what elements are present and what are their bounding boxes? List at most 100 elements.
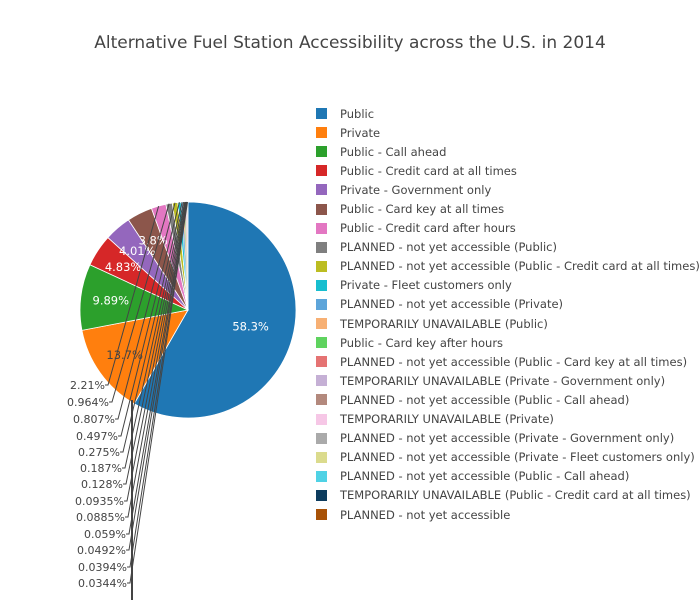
- legend-item[interactable]: PLANNED - not yet accessible (Private - …: [316, 448, 700, 467]
- legend-label: Private: [340, 125, 381, 140]
- legend-item[interactable]: PLANNED - not yet accessible (Private - …: [316, 429, 700, 448]
- legend-label: Public - Card key after hours: [340, 335, 504, 350]
- label-leader-line: [122, 201, 185, 469]
- pie-slices: [79, 201, 297, 419]
- legend-label: PLANNED - not yet accessible (Public - C…: [340, 469, 630, 484]
- slice-label: 9.89%: [93, 294, 130, 308]
- legend-swatch: [316, 127, 327, 139]
- legend-item[interactable]: Public - Credit card at all times: [316, 161, 700, 180]
- legend-label: PLANNED - not yet accessible (Public - C…: [340, 259, 700, 274]
- slice-label-outside: 0.964%: [67, 396, 109, 409]
- legend-item[interactable]: Public: [316, 104, 700, 123]
- legend-label: Public - Call ahead: [340, 144, 447, 159]
- legend-label: PLANNED - not yet accessible: [340, 507, 511, 522]
- legend-label: Private - Fleet customers only: [340, 278, 512, 293]
- slice-label: 3.8%: [139, 234, 168, 248]
- legend-item[interactable]: PLANNED - not yet accessible (Private): [316, 295, 700, 314]
- legend-item[interactable]: Public - Call ahead: [316, 142, 700, 161]
- legend-swatch: [316, 489, 327, 501]
- legend-label: PLANNED - not yet accessible (Public): [340, 240, 557, 255]
- slice-label-outside: 2.21%: [70, 379, 105, 392]
- legend-item[interactable]: TEMPORARILY UNAVAILABLE (Public - Credit…: [316, 486, 700, 505]
- legend-label: TEMPORARILY UNAVAILABLE (Private - Gover…: [340, 373, 666, 388]
- label-leader-line: [120, 202, 183, 453]
- legend-item[interactable]: TEMPORARILY UNAVAILABLE (Private): [316, 410, 700, 429]
- slice-label-outside: 0.0935%: [75, 495, 124, 508]
- label-leader-line: [123, 201, 186, 485]
- legend-swatch: [316, 337, 327, 349]
- legend-label: Public - Credit card after hours: [340, 221, 516, 236]
- legend-item[interactable]: TEMPORARILY UNAVAILABLE (Public): [316, 314, 700, 333]
- legend-label: PLANNED - not yet accessible (Public - C…: [340, 354, 688, 369]
- legend-label: TEMPORARILY UNAVAILABLE (Public - Credit…: [340, 488, 691, 503]
- legend-item[interactable]: PLANNED - not yet accessible (Public - C…: [316, 257, 700, 276]
- legend-swatch: [316, 203, 327, 215]
- legend-item[interactable]: Private: [316, 123, 700, 142]
- label-leader-line: [127, 201, 188, 584]
- legend: Public Private Public - Call ahead Public -…: [316, 104, 700, 524]
- label-leader-line: [109, 203, 170, 403]
- legend-item[interactable]: Public - Credit card after hours: [316, 219, 700, 238]
- inside-labels: 58.3%13.7%9.89%4.83%4.01%3.8%: [93, 234, 269, 363]
- slice-label-outside: 0.807%: [73, 413, 115, 426]
- label-leader-line: [127, 201, 188, 568]
- legend-item[interactable]: PLANNED - not yet accessible (Public - C…: [316, 390, 700, 409]
- legend-label: PLANNED - not yet accessible (Private - …: [340, 431, 675, 446]
- label-leader-line: [105, 205, 160, 386]
- legend-item[interactable]: Public - Card key at all times: [316, 199, 700, 218]
- legend-swatch: [316, 394, 327, 406]
- label-leader-line: [118, 202, 180, 437]
- slice-label-outside: 0.0492%: [77, 544, 126, 557]
- chart-title: Alternative Fuel Station Accessibility a…: [94, 33, 606, 53]
- legend-swatch: [316, 509, 327, 521]
- legend-swatch: [316, 222, 327, 234]
- label-leader-line: [115, 202, 176, 420]
- pie-slice: [133, 201, 297, 419]
- legend-label: TEMPORARILY UNAVAILABLE (Private): [340, 412, 554, 427]
- legend-swatch: [316, 451, 327, 463]
- slice-label: 4.83%: [105, 260, 142, 274]
- legend-label: Private - Government only: [340, 182, 492, 197]
- slice-label-outside: 0.187%: [80, 462, 122, 475]
- legend-label: PLANNED - not yet accessible (Public - C…: [340, 392, 630, 407]
- legend-swatch: [316, 108, 327, 120]
- legend-label: TEMPORARILY UNAVAILABLE (Public): [340, 316, 548, 331]
- legend-swatch: [316, 184, 327, 196]
- legend-item[interactable]: Private - Fleet customers only: [316, 276, 700, 295]
- slice-label-outside: 0.0344%: [78, 577, 127, 590]
- slice-label-outside: 0.059%: [84, 528, 126, 541]
- outside-labels: 2.21% 0.964% 0.807% 0.497% 0.275% 0.187% 0.128…: [67, 201, 188, 600]
- legend-label: Public - Card key at all times: [340, 202, 505, 217]
- legend-item[interactable]: Private - Government only: [316, 180, 700, 199]
- legend-swatch: [316, 241, 327, 253]
- legend-item[interactable]: PLANNED - not yet accessible: [316, 505, 700, 524]
- legend-swatch: [316, 470, 327, 482]
- legend-label: PLANNED - not yet accessible (Private): [340, 297, 564, 312]
- label-leader-line: [125, 201, 187, 518]
- slice-label-outside: 0.497%: [76, 430, 118, 443]
- label-leader-line: [126, 201, 188, 551]
- legend-item[interactable]: PLANNED - not yet accessible (Public - C…: [316, 467, 700, 486]
- label-leader-line: [124, 201, 186, 502]
- legend-swatch: [316, 432, 327, 444]
- legend-item[interactable]: PLANNED - not yet accessible (Public): [316, 238, 700, 257]
- slice-label-outside: 0.0394%: [78, 561, 127, 574]
- legend-label: Public: [340, 106, 375, 121]
- label-leader-line: [126, 201, 188, 535]
- legend-swatch: [316, 298, 327, 310]
- legend-item[interactable]: TEMPORARILY UNAVAILABLE (Private - Gover…: [316, 371, 700, 390]
- legend-label: Public - Credit card at all times: [340, 163, 517, 178]
- legend-swatch: [316, 146, 327, 158]
- legend-swatch: [316, 318, 327, 330]
- legend-item[interactable]: PLANNED - not yet accessible (Public - C…: [316, 352, 700, 371]
- legend-swatch: [316, 260, 327, 272]
- legend-label: PLANNED - not yet accessible (Private - …: [340, 450, 695, 465]
- legend-swatch: [316, 279, 327, 291]
- slice-label: 58.3%: [232, 320, 269, 334]
- legend-item[interactable]: Public - Card key after hours: [316, 333, 700, 352]
- legend-swatch: [316, 165, 327, 177]
- slice-label: 13.7%: [106, 348, 143, 362]
- slice-label-outside: 0.275%: [78, 446, 120, 459]
- legend-swatch: [316, 356, 327, 368]
